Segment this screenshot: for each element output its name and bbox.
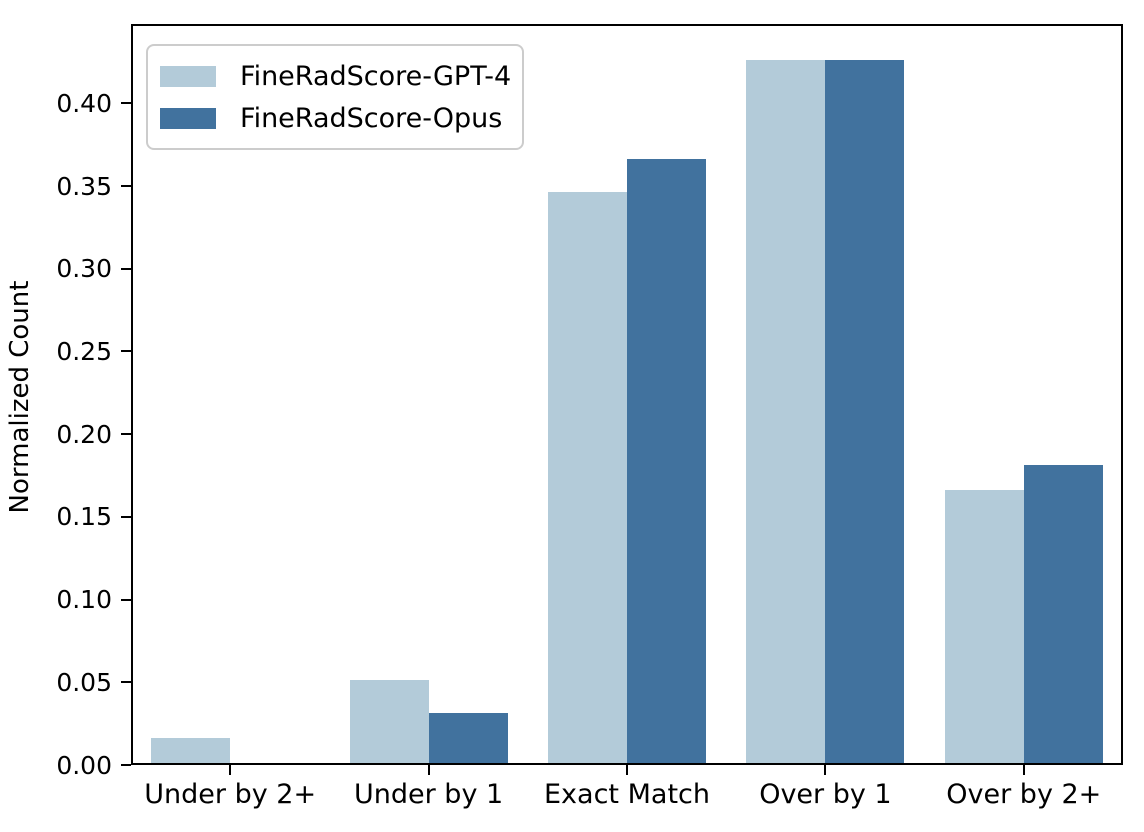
- bar-under-by-1-fineradscore-opus: [428, 713, 508, 763]
- y-tick-label-0-10: 0.10: [56, 585, 112, 615]
- x-tick-mark-over-by-1: [824, 765, 827, 775]
- bar-exact-match-fineradscore-opus: [627, 159, 706, 763]
- legend-color-swatch-opus: [160, 107, 216, 129]
- y-tick-label-0-05: 0.05: [56, 667, 112, 697]
- y-tick-mark-0-15: [121, 515, 131, 518]
- bar-under-by-1-fineradscore-gpt-4: [349, 680, 429, 763]
- x-tick-mark-under-by-1: [427, 765, 430, 775]
- x-tick-mark-under-by-2: [229, 765, 232, 775]
- bar-under-by-2-fineradscore-gpt-4: [151, 738, 231, 763]
- y-tick-label-0-15: 0.15: [56, 502, 112, 532]
- legend-color-swatch-gpt4: [160, 65, 216, 87]
- legend-item-gpt4: FineRadScore-GPT-4: [160, 59, 512, 93]
- y-tick-mark-0-05: [121, 681, 131, 684]
- y-tick-label-0-00: 0.00: [56, 750, 112, 780]
- x-tick-label-over-by-2: Over by 2+: [946, 779, 1102, 810]
- y-tick-mark-0-00: [121, 764, 131, 766]
- x-tick-label-over-by-1: Over by 1: [759, 779, 892, 810]
- y-tick-mark-0-20: [121, 433, 131, 436]
- x-tick-label-under-by-1: Under by 1: [354, 779, 504, 810]
- y-tick-mark-0-10: [121, 598, 131, 601]
- y-tick-label-0-20: 0.20: [56, 419, 112, 449]
- bar-over-by-2-fineradscore-gpt-4: [944, 490, 1024, 763]
- bar-exact-match-fineradscore-gpt-4: [548, 192, 627, 763]
- y-tick-mark-0-25: [121, 350, 131, 353]
- legend-item-opus: FineRadScore-Opus: [160, 101, 510, 135]
- legend-label-gpt4: FineRadScore-GPT-4: [240, 60, 512, 92]
- y-tick-label-0-30: 0.30: [56, 254, 112, 284]
- y-tick-label-0-25: 0.25: [56, 336, 112, 366]
- legend-label-opus: FineRadScore-Opus: [240, 102, 503, 134]
- x-tick-label-exact-match: Exact Match: [544, 779, 710, 810]
- x-tick-mark-over-by-2: [1022, 765, 1025, 775]
- x-tick-label-under-by-2: Under by 2+: [144, 779, 317, 810]
- y-tick-label-0-35: 0.35: [56, 171, 112, 201]
- bar-over-by-1-fineradscore-gpt-4: [746, 60, 826, 763]
- y-tick-label-0-40: 0.40: [56, 88, 112, 118]
- bar-over-by-2-fineradscore-opus: [1023, 465, 1103, 763]
- bar-over-by-1-fineradscore-opus: [825, 60, 905, 763]
- plot-area: FineRadScore-GPT-4 FineRadScore-Opus: [131, 24, 1123, 765]
- x-tick-mark-exact-match: [626, 765, 628, 775]
- y-tick-mark-0-30: [121, 267, 131, 270]
- legend: FineRadScore-GPT-4 FineRadScore-Opus: [146, 44, 524, 150]
- y-tick-mark-0-40: [121, 102, 131, 105]
- y-tick-mark-0-35: [121, 185, 131, 188]
